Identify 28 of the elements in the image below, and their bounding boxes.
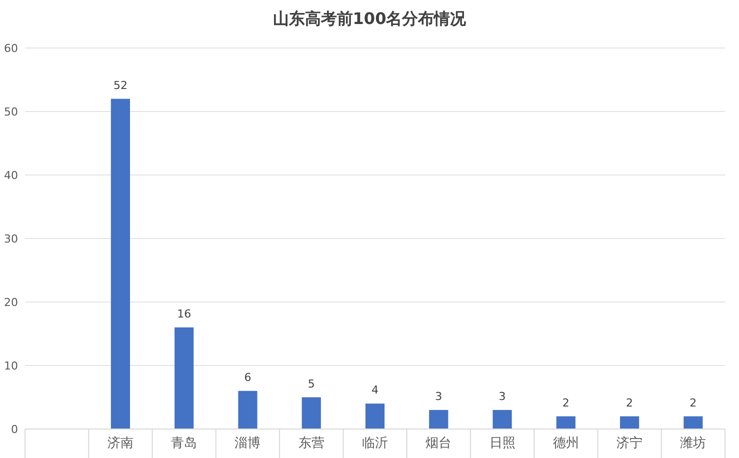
data-label: 52 <box>113 78 128 92</box>
data-label: 3 <box>498 390 506 403</box>
y-tick-label: 60 <box>4 42 18 55</box>
data-label: 6 <box>244 370 252 384</box>
x-tick-label: 青岛 <box>171 436 198 451</box>
y-tick-label: 0 <box>11 423 18 436</box>
x-tick-label: 东营 <box>298 436 324 451</box>
chart-title: 山东高考前100名分布情况 <box>272 9 468 28</box>
y-tick-label: 50 <box>4 106 18 118</box>
y-tick-label: 40 <box>4 169 18 182</box>
x-tick-label: 德州 <box>552 436 579 451</box>
data-label: 4 <box>372 384 378 397</box>
data-label: 2 <box>626 396 634 410</box>
y-tick-label: 10 <box>4 360 18 372</box>
x-tick-label: 临沂 <box>362 436 388 451</box>
data-label: 16 <box>177 307 192 320</box>
y-tick-label: 30 <box>4 232 18 246</box>
data-label: 3 <box>435 390 442 403</box>
data-label: 2 <box>562 396 570 410</box>
x-tick-label: 日照 <box>489 436 516 451</box>
y-tick-label: 20 <box>4 296 18 309</box>
data-label: 2 <box>690 396 697 410</box>
x-tick-label: 济南 <box>107 436 134 451</box>
x-tick-label: 潍坊 <box>680 436 706 451</box>
x-tick-label: 烟台 <box>426 436 452 451</box>
x-tick-label: 济宁 <box>616 435 643 451</box>
data-label: 5 <box>308 377 315 390</box>
x-tick-label: 淄博 <box>234 436 261 451</box>
